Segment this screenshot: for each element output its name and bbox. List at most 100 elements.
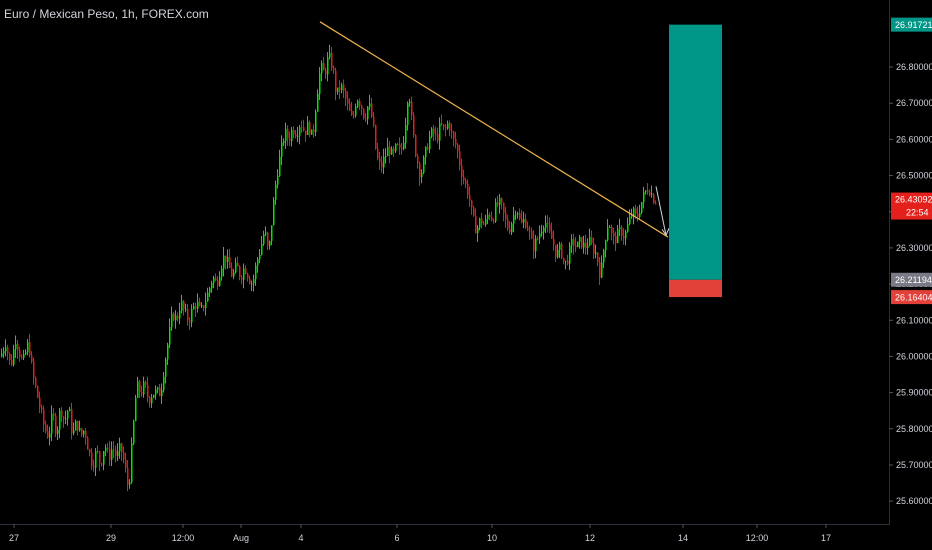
candle-body — [81, 428, 83, 435]
candle-body — [55, 415, 57, 434]
candles-layer — [1, 44, 657, 492]
candle-body — [9, 353, 11, 361]
candle-body — [257, 259, 259, 266]
candle-body — [117, 451, 119, 457]
candle-body — [159, 387, 161, 397]
candle-body — [103, 451, 105, 465]
candle-body — [447, 123, 449, 129]
candle-body — [525, 219, 527, 228]
candle-body — [499, 198, 501, 205]
candle-body — [627, 224, 629, 232]
candle-body — [27, 342, 29, 353]
candle-body — [275, 184, 277, 200]
candle-body — [77, 420, 79, 431]
candle-body — [557, 249, 559, 257]
price-tick-label: 26.70000 — [896, 98, 932, 108]
last-price-badge-bg — [891, 192, 932, 220]
projection-arrow — [655, 186, 667, 236]
candle-body — [475, 215, 477, 234]
candle-body — [567, 260, 569, 264]
candle-body — [253, 279, 255, 284]
candle-body — [219, 276, 221, 286]
candle-body — [39, 397, 41, 408]
candle-body — [591, 237, 593, 244]
candle-body — [611, 226, 613, 233]
candle-body — [285, 128, 287, 142]
candle-body — [451, 130, 453, 133]
candle-body — [121, 443, 123, 453]
candle-body — [125, 459, 127, 469]
candle-body — [175, 315, 177, 321]
candle-body — [163, 376, 165, 391]
candle-body — [437, 134, 439, 141]
price-tick-label: 25.80000 — [896, 424, 932, 434]
candle-body — [101, 463, 103, 465]
candle-body — [577, 241, 579, 248]
candle-body — [99, 451, 101, 464]
candle-body — [133, 421, 135, 444]
candle-body — [357, 101, 359, 107]
candle-body — [203, 305, 205, 309]
candle-body — [23, 353, 25, 358]
candle-body — [147, 384, 149, 398]
candle-body — [293, 130, 295, 135]
candle-body — [335, 70, 337, 92]
candle-body — [47, 431, 49, 438]
target-price-badge: 26.91721 — [895, 20, 932, 30]
candle-body — [43, 409, 45, 425]
time-tick-label: 6 — [394, 533, 399, 543]
candle-body — [17, 344, 19, 351]
candle-body — [49, 433, 51, 438]
time-tick-label: 10 — [487, 533, 497, 543]
candle-body — [141, 392, 143, 395]
price-tick-label: 26.00000 — [896, 351, 932, 361]
candle-body — [461, 165, 463, 178]
candle-body — [527, 227, 529, 231]
candle-body — [555, 244, 557, 257]
candle-body — [295, 134, 297, 137]
candle-body — [197, 301, 199, 309]
candle-body — [215, 277, 217, 281]
price-tick-label: 26.10000 — [896, 315, 932, 325]
candle-body — [547, 222, 549, 225]
candle-body — [207, 292, 209, 302]
candle-body — [319, 73, 321, 94]
candle-body — [349, 103, 351, 111]
price-tick-label: 26.50000 — [896, 171, 932, 181]
candle-body — [235, 263, 237, 273]
candle-body — [581, 236, 583, 248]
candle-body — [505, 213, 507, 220]
candle-body — [463, 177, 465, 181]
candle-body — [317, 93, 319, 112]
candle-body — [299, 127, 301, 136]
candle-body — [405, 125, 407, 143]
candle-body — [395, 144, 397, 152]
candle-body — [95, 451, 97, 468]
candle-body — [337, 87, 339, 92]
candle-body — [457, 144, 459, 152]
candle-body — [67, 411, 69, 419]
candle-body — [573, 239, 575, 246]
candle-body — [259, 254, 261, 260]
candle-body — [271, 225, 273, 242]
candle-body — [327, 57, 329, 75]
candle-body — [143, 382, 145, 395]
candle-body — [483, 223, 485, 225]
candle-body — [575, 245, 577, 248]
candle-body — [393, 148, 395, 152]
candle-body — [331, 52, 333, 69]
candle-body — [115, 450, 117, 457]
candle-body — [453, 132, 455, 139]
candle-body — [333, 68, 335, 71]
candle-body — [399, 144, 401, 148]
candle-body — [233, 272, 235, 277]
candle-body — [63, 416, 65, 419]
candle-body — [561, 243, 563, 258]
stop-price-badge-bg — [891, 290, 932, 305]
candle-body — [369, 103, 371, 107]
candle-body — [251, 283, 253, 285]
candle-body — [605, 240, 607, 251]
candle-body — [631, 215, 633, 217]
candle-body — [511, 223, 513, 233]
